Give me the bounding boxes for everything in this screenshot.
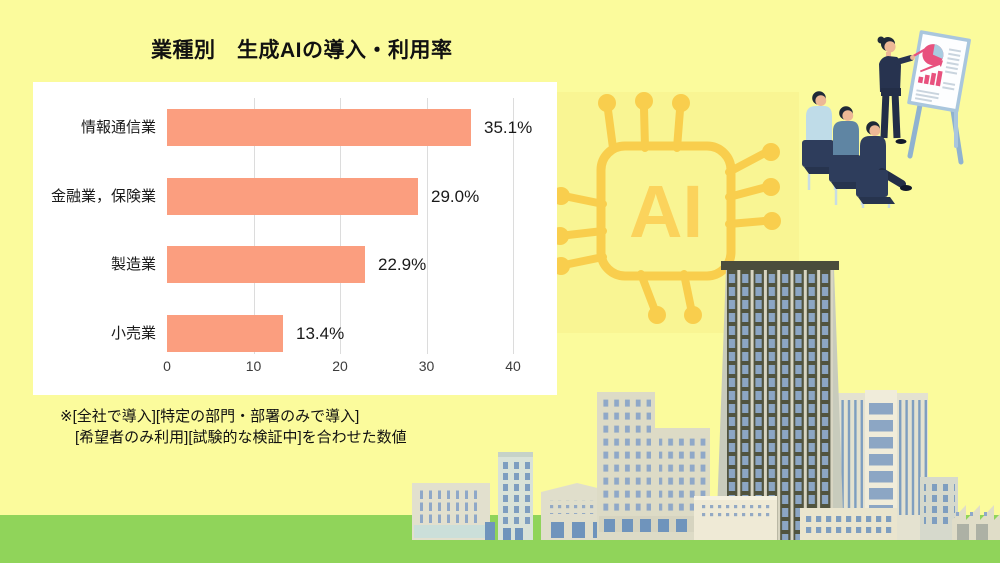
x-tick-label: 40 [505,358,521,374]
gridline [340,98,341,354]
city-skyline-illustration [0,261,1000,563]
whiteboard [907,30,971,113]
bar [167,315,283,352]
x-tick-label: 10 [245,358,262,374]
x-tick-label: 30 [418,358,435,374]
ai-chip-label: AI [629,170,703,253]
building-small-right [920,477,958,540]
category-label: 小売業 [110,325,156,342]
pie-chart-icon [922,44,944,66]
x-tick-label: 0 [163,358,171,374]
bar [167,246,365,283]
category-label: 製造業 [110,256,156,273]
chart-title: 業種別 生成AIの導入・利用率 [151,39,453,62]
gridline [426,98,428,354]
category-label: 情報通信業 [80,119,156,136]
value-label: 22.9% [378,255,427,274]
audience [802,91,912,208]
chart-panel: 0 10 20 30 40 情報通信業 35.1% 金融業，保険業 29.0% 製造業 22.9% 小… [33,82,557,395]
building-factory [952,505,1000,540]
building-annex-left [694,496,777,540]
bar-chart-icon [917,60,944,87]
category-label: 金融業，保険業 [50,188,156,205]
footnote: ※[全社で導入][特定の部門・部署のみで導入] [希望者のみ利用][試験的な検証… [60,406,407,448]
chip-outline [596,141,736,281]
presenter [874,36,933,144]
value-label: 13.4% [296,324,345,343]
value-label: 35.1% [484,118,533,137]
building-warehouse [541,483,614,540]
gridline [253,98,255,354]
x-tick-label: 20 [332,358,348,374]
building-office [597,392,710,540]
footnote-line-2: [希望者のみ利用][試験的な検証中]を合わせた数値 [75,429,407,446]
building-annex-right [800,508,897,540]
gridline [513,98,514,354]
building-tower-left [498,452,533,540]
footnote-line-1: ※[全社で導入][特定の部門・部署のみで導入] [60,408,360,425]
bar [167,178,418,215]
value-label: 29.0% [431,187,480,206]
grass-front [0,540,1000,563]
skyscraper [716,261,844,540]
building-low-left [412,483,495,540]
board-text-lines [914,48,962,103]
ai-chip-icon: AI [551,92,799,333]
presentation-illustration [802,30,971,208]
bar [167,109,471,146]
